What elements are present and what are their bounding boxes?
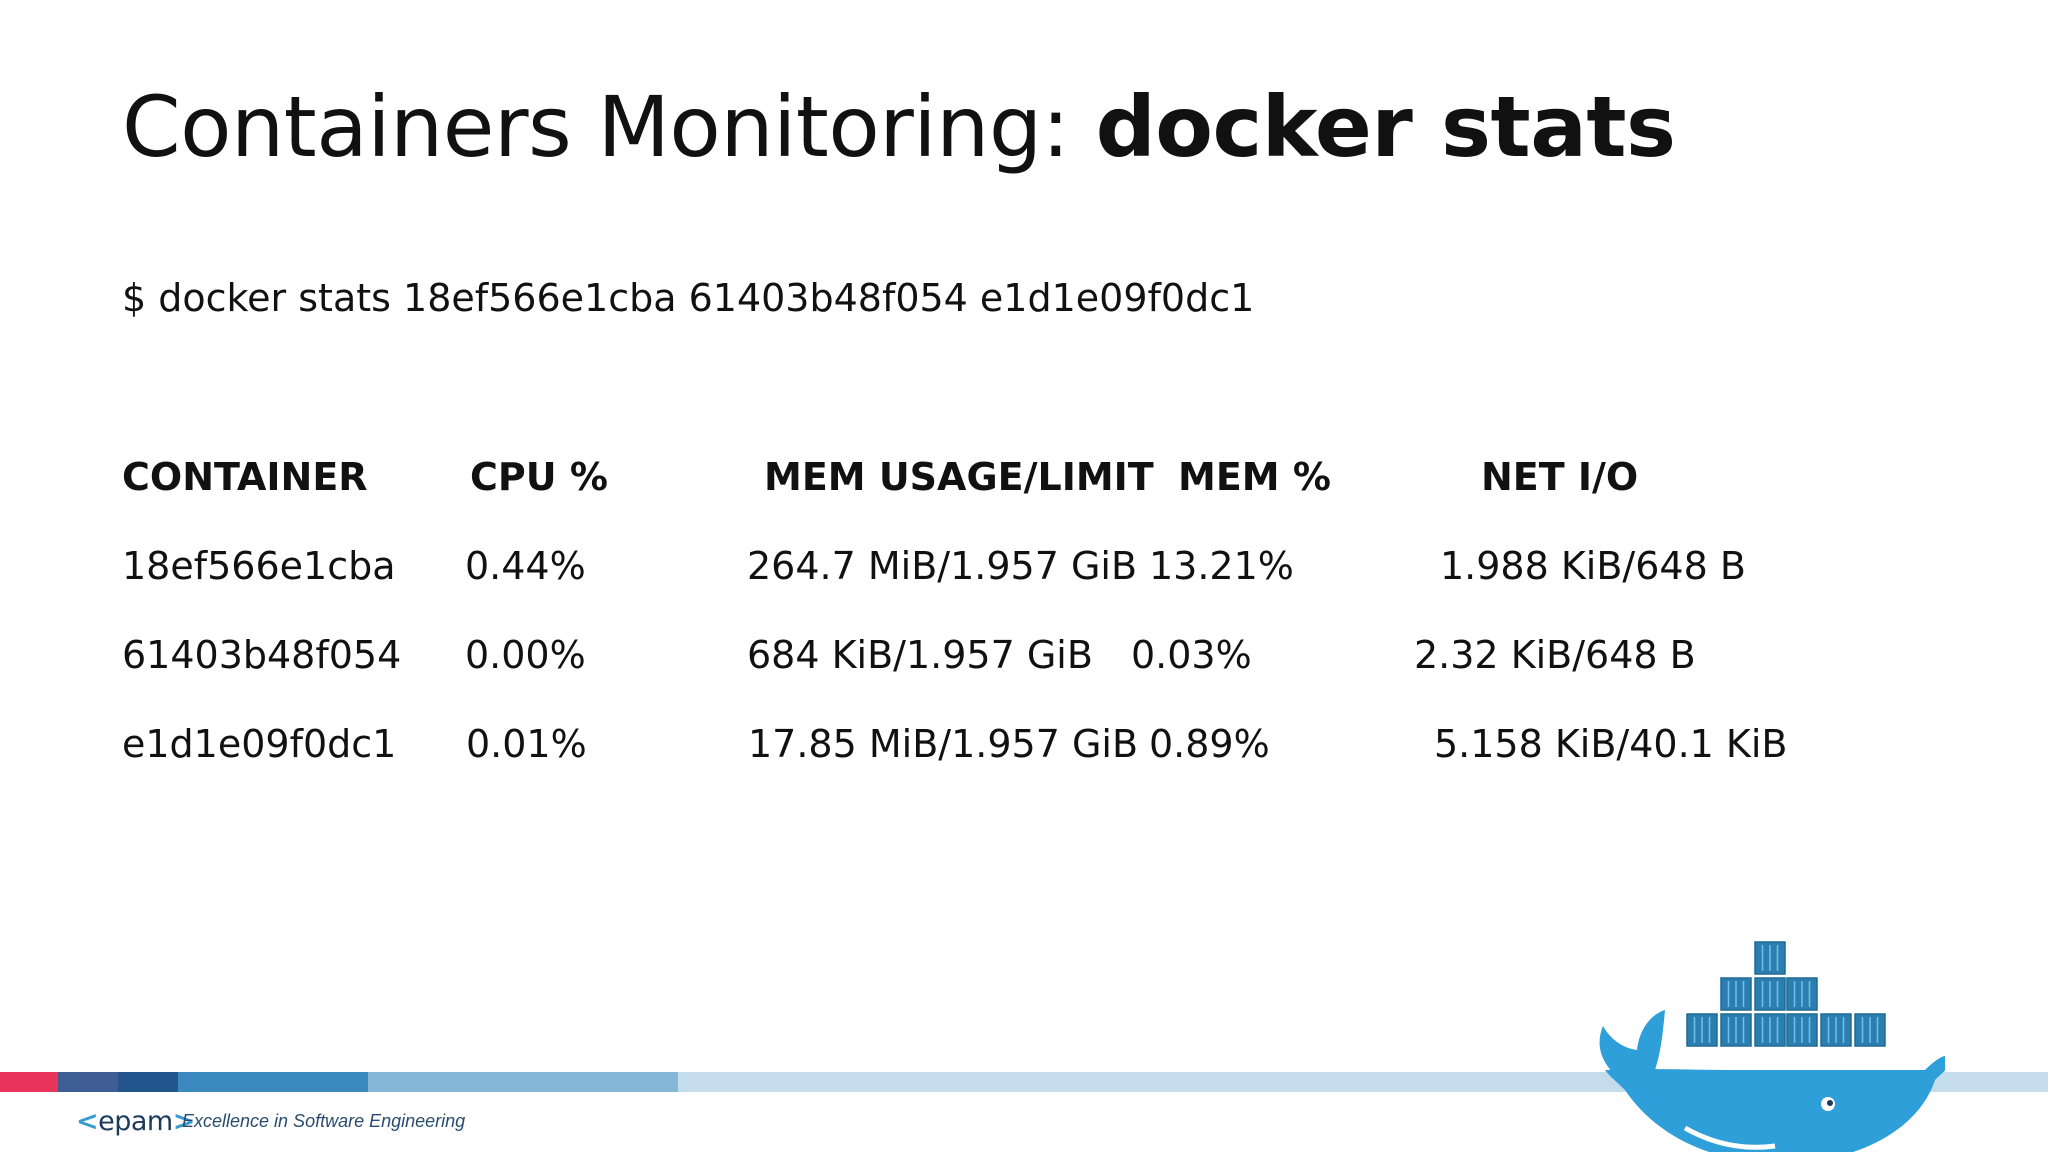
whale-belly-line bbox=[1683, 1125, 1776, 1150]
table-row-2-mem-pct: 0.03% bbox=[1131, 633, 1252, 677]
whale-containers bbox=[1686, 941, 1886, 1047]
header-mem-pct: MEM % bbox=[1178, 455, 1331, 499]
table-row-1-mem-pct: 13.21% bbox=[1149, 544, 1294, 588]
slide-title: Containers Monitoring: docker stats bbox=[122, 78, 1676, 176]
header-cpu: CPU % bbox=[470, 455, 608, 499]
epam-logo: <epam> bbox=[76, 1106, 195, 1137]
command-line: $ docker stats 18ef566e1cba 61403b48f054… bbox=[122, 276, 1255, 320]
table-row-1-container: 18ef566e1cba bbox=[122, 544, 396, 588]
table-row-1-net-io: 1.988 KiB/648 B bbox=[1440, 544, 1746, 588]
table-row-3-mem-pct: 0.89% bbox=[1149, 722, 1270, 766]
table-row-3-container: e1d1e09f0dc1 bbox=[122, 722, 397, 766]
footer-tagline: Excellence in Software Engineering bbox=[182, 1111, 466, 1131]
table-row-1-cpu: 0.44% bbox=[465, 544, 586, 588]
header-net-io: NET I/O bbox=[1481, 455, 1639, 499]
title-bold: docker stats bbox=[1095, 78, 1676, 176]
header-container: CONTAINER bbox=[122, 455, 368, 499]
table-row-3-cpu: 0.01% bbox=[466, 722, 587, 766]
table-row-2-net-io: 2.32 KiB/648 B bbox=[1414, 633, 1696, 677]
table-row-1-mem-usage: 264.7 MiB/1.957 GiB bbox=[747, 544, 1138, 588]
table-row-3-mem-usage: 17.85 MiB/1.957 GiB bbox=[748, 722, 1139, 766]
title-regular: Containers Monitoring: bbox=[122, 78, 1096, 176]
footer-bar-segment bbox=[368, 1072, 678, 1092]
footer-bar-segment bbox=[178, 1072, 368, 1092]
footer-bar-segment bbox=[58, 1072, 118, 1092]
header-mem-usage: MEM USAGE/LIMIT bbox=[764, 455, 1154, 499]
table-row-2-container: 61403b48f054 bbox=[122, 633, 402, 677]
whale-pupil bbox=[1827, 1100, 1833, 1106]
docker-whale-icon bbox=[1599, 941, 1945, 1152]
whale-body bbox=[1605, 1055, 1945, 1152]
whale-tail bbox=[1599, 1010, 1665, 1090]
table-row-3-net-io: 5.158 KiB/40.1 KiB bbox=[1434, 722, 1788, 766]
footer-bar-segment bbox=[0, 1072, 58, 1092]
footer-bar-segment bbox=[118, 1072, 178, 1092]
table-row-2-mem-usage: 684 KiB/1.957 GiB bbox=[747, 633, 1093, 677]
table-row-2-cpu: 0.00% bbox=[465, 633, 586, 677]
